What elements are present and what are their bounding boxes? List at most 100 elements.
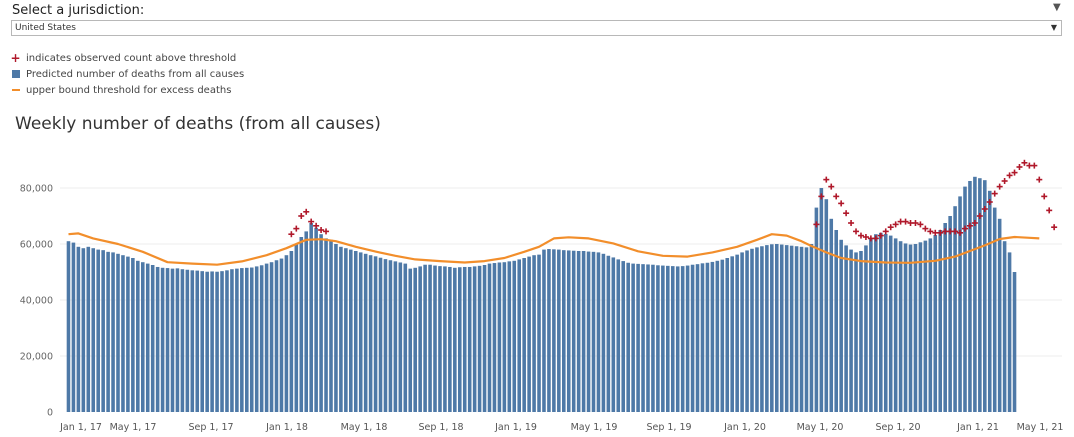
bar (299, 237, 304, 412)
observed-marker (877, 232, 884, 239)
bar (145, 263, 150, 412)
bar (294, 244, 299, 412)
observed-marker (872, 235, 879, 242)
bar (235, 268, 239, 412)
bar (403, 263, 408, 412)
bar (180, 269, 185, 412)
bar (740, 252, 744, 412)
bar (408, 268, 413, 412)
observed-marker (318, 227, 325, 233)
bar (770, 244, 774, 412)
bar (91, 248, 96, 412)
bar (383, 259, 388, 412)
bar (309, 223, 313, 412)
bar (487, 263, 492, 412)
bar (527, 256, 531, 412)
bar (695, 264, 700, 412)
bar (784, 245, 789, 412)
observed-marker (833, 193, 840, 200)
bar (641, 264, 645, 412)
bar (626, 262, 630, 412)
bar (725, 258, 730, 412)
observed-marker (952, 228, 959, 235)
bar (279, 258, 284, 412)
bar (358, 252, 363, 412)
bar (448, 266, 452, 412)
bar (532, 255, 536, 412)
observed-marker (1041, 193, 1048, 200)
x-tick-label: Jan 1, 21 (956, 422, 999, 433)
bar (140, 262, 145, 412)
bar (735, 254, 739, 412)
bar (586, 251, 591, 412)
bar (225, 270, 229, 412)
bar (601, 253, 606, 412)
observed-marker (927, 228, 934, 235)
bar (799, 246, 804, 412)
observed-marker (848, 220, 855, 226)
bar (373, 256, 378, 412)
bar (86, 246, 91, 412)
filter-menu-icon[interactable]: ▼ (1053, 2, 1061, 13)
bar (185, 269, 190, 412)
bar (606, 255, 611, 412)
observed-marker (313, 222, 320, 229)
bar (200, 271, 204, 412)
bar (804, 247, 809, 412)
bar (492, 263, 497, 412)
threshold-line (68, 232, 1040, 266)
bar (997, 218, 1002, 412)
observed-marker (828, 183, 835, 190)
y-tick-label: 0 (47, 408, 53, 419)
bar (680, 266, 685, 412)
bar (576, 251, 581, 412)
bar (849, 249, 853, 412)
bar (958, 196, 962, 412)
x-tick-label: Sep 1, 20 (875, 422, 920, 433)
bar (938, 230, 943, 412)
bar (190, 270, 195, 412)
bar (844, 245, 848, 412)
bar (591, 251, 596, 412)
bar (829, 218, 834, 412)
bar (963, 186, 967, 412)
observed-marker (303, 208, 310, 215)
bar (760, 246, 764, 412)
bar (81, 248, 86, 412)
observed-marker (1036, 176, 1043, 183)
observed-marker (813, 221, 820, 228)
observed-marker (902, 218, 909, 225)
bar (502, 262, 507, 412)
jurisdiction-select[interactable]: United States ▼ (11, 20, 1062, 36)
bar (121, 255, 125, 412)
bar (596, 252, 601, 412)
bar (230, 269, 234, 412)
bar (968, 181, 972, 412)
bar (438, 266, 442, 412)
observed-marker (1046, 207, 1053, 214)
bar (874, 234, 878, 412)
observed-marker (892, 221, 899, 228)
observed-marker (857, 232, 864, 239)
threshold-line-group (68, 232, 1040, 266)
observed-marker (853, 228, 860, 235)
legend-label-observed: indicates observed count above threshold (26, 52, 237, 64)
bar (566, 250, 571, 412)
bar (210, 271, 214, 412)
bar (106, 251, 110, 412)
bar (512, 260, 517, 412)
bar (413, 267, 417, 412)
legend: + indicates observed count above thresho… (10, 50, 244, 98)
bar (854, 252, 858, 412)
bar (571, 250, 576, 412)
observed-marker (1001, 178, 1008, 184)
observed-marker (976, 213, 983, 219)
bar (908, 244, 913, 412)
bar (631, 263, 635, 412)
x-tick-label: May 1, 18 (341, 422, 388, 433)
bar (398, 262, 403, 412)
bar (126, 256, 130, 412)
bar (983, 180, 987, 412)
bar (472, 266, 477, 412)
